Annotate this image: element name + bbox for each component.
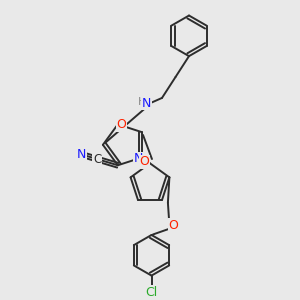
- Text: N: N: [142, 97, 151, 110]
- Text: O: O: [116, 118, 126, 131]
- Text: O: O: [169, 219, 178, 232]
- Text: H: H: [138, 98, 146, 107]
- Text: N: N: [134, 152, 143, 165]
- Text: N: N: [76, 148, 86, 161]
- Text: C: C: [93, 153, 101, 166]
- Text: Cl: Cl: [146, 286, 158, 298]
- Text: O: O: [140, 155, 149, 168]
